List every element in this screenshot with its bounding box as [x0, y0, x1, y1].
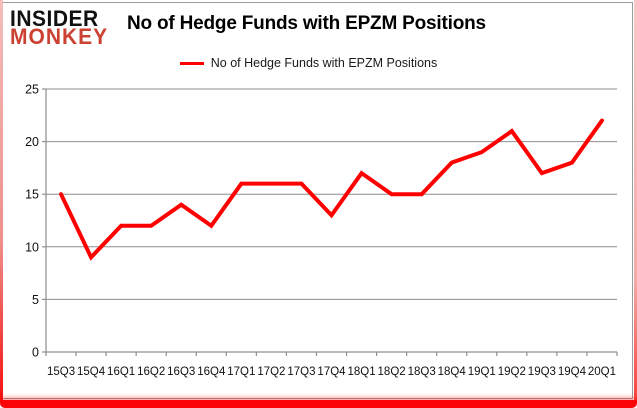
- x-tick-label: 19Q1: [468, 366, 496, 378]
- legend-label: No of Hedge Funds with EPZM Positions: [210, 56, 438, 70]
- y-tick-label: 5: [32, 293, 39, 307]
- chart-title: No of Hedge Funds with EPZM Positions: [127, 13, 486, 34]
- frame-edge-left: [0, 0, 3, 402]
- insider-monkey-logo: INSIDER MONKEY: [10, 6, 109, 49]
- y-tick-label: 15: [25, 188, 39, 202]
- logo-line-monkey: MONKEY: [10, 24, 109, 49]
- frame-edge-right: [634, 0, 637, 402]
- x-tick-label: 20Q1: [588, 366, 616, 378]
- x-tick-label: 16Q3: [167, 366, 195, 378]
- x-tick-label: 19Q2: [498, 366, 526, 378]
- x-tick-label: 17Q2: [257, 366, 285, 378]
- x-tick-label: 19Q4: [558, 366, 587, 378]
- x-tick-label: 18Q2: [378, 366, 406, 378]
- y-tick-label: 20: [25, 135, 39, 149]
- y-tick-label: 25: [25, 83, 39, 97]
- logo-line-insider: INSIDER: [10, 6, 99, 31]
- chart-legend: No of Hedge Funds with EPZM Positions: [0, 56, 617, 70]
- x-tick-label: 16Q2: [137, 366, 165, 378]
- x-tick-label: 18Q1: [347, 366, 375, 378]
- legend-line-swatch: [179, 61, 204, 65]
- x-tick-label: 15Q4: [77, 366, 106, 378]
- x-tick-label: 17Q3: [287, 366, 315, 378]
- x-tick-label: 18Q4: [438, 366, 467, 378]
- series-line: [59, 118, 604, 261]
- x-tick-label: 16Q4: [197, 366, 226, 378]
- x-tick-label: 18Q3: [408, 366, 436, 378]
- x-tick-label: 15Q3: [47, 366, 75, 378]
- x-tick-label: 17Q1: [227, 366, 255, 378]
- x-tick-label: 19Q3: [528, 366, 556, 378]
- x-tick-label: 17Q4: [317, 366, 346, 378]
- y-tick-label: 0: [32, 346, 39, 360]
- x-tick-label: 16Q1: [107, 366, 135, 378]
- frame-edge-bottom: [0, 400, 637, 408]
- y-tick-label: 10: [25, 240, 39, 254]
